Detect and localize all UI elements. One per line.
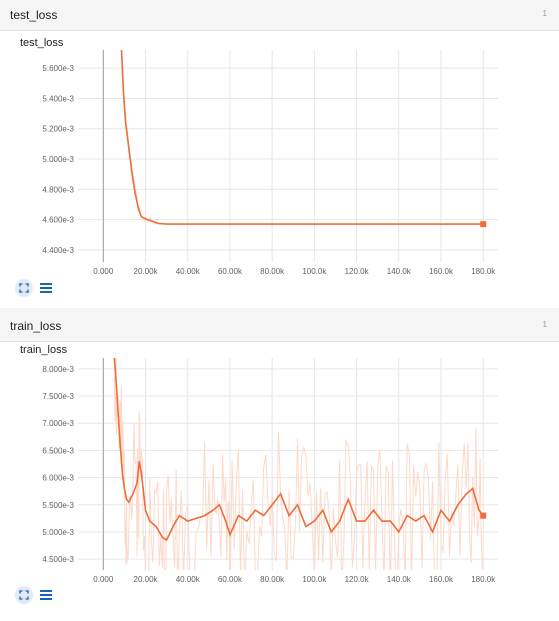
test-loss-chart: 0.000 20.00k 40.00k 60.00k 80.00k 100.0k 120.0… bbox=[42, 50, 498, 276]
fit-domain-button[interactable] bbox=[15, 586, 33, 604]
chart-title: test_loss bbox=[20, 37, 64, 49]
run-count: 1 bbox=[542, 320, 547, 329]
x-tick-label: 80.00k bbox=[260, 267, 285, 276]
y-tick-label: 5.500e-3 bbox=[42, 501, 74, 510]
y-tick-label: 7.500e-3 bbox=[42, 392, 74, 401]
last-point-marker bbox=[480, 512, 487, 519]
x-tick-label: 20.00k bbox=[134, 575, 159, 584]
last-point-marker bbox=[480, 221, 487, 228]
x-tick-label: 20.00k bbox=[134, 267, 159, 276]
fit-domain-button[interactable] bbox=[15, 279, 33, 297]
run-count: 1 bbox=[542, 9, 547, 18]
y-tick-label: 4.400e-3 bbox=[42, 246, 74, 255]
y-tick-label: 5.000e-3 bbox=[42, 155, 74, 164]
x-tick-label: 60.00k bbox=[218, 575, 243, 584]
y-tick-label: 6.500e-3 bbox=[42, 446, 74, 455]
train-loss-panel: train_loss 1 train_loss 0.000 20.00k 40.00… bbox=[0, 311, 559, 621]
panel-header[interactable]: test_loss 1 bbox=[0, 0, 559, 31]
x-tick-label: 100.0k bbox=[302, 267, 327, 276]
train-loss-chart: 0.000 20.00k 40.00k 60.00k 80.00k 100.0k 120.0… bbox=[42, 358, 498, 584]
y-tick-label: 5.000e-3 bbox=[42, 528, 74, 537]
y-tick-label: 5.200e-3 bbox=[42, 125, 74, 134]
y-tick-label: 4.500e-3 bbox=[42, 555, 74, 564]
series-line bbox=[120, 50, 484, 225]
x-tick-label: 120.0k bbox=[345, 267, 370, 276]
x-tick-label: 40.00k bbox=[176, 267, 201, 276]
y-tick-label: 8.000e-3 bbox=[42, 365, 74, 374]
x-tick-label: 40.00k bbox=[176, 575, 201, 584]
x-tick-label: 160.0k bbox=[429, 575, 454, 584]
x-tick-label: 0.000 bbox=[93, 575, 114, 584]
x-tick-label: 140.0k bbox=[387, 267, 412, 276]
x-tick-label: 100.0k bbox=[302, 575, 327, 584]
y-tick-label: 5.400e-3 bbox=[42, 94, 74, 103]
panel-header[interactable]: train_loss 1 bbox=[0, 311, 559, 342]
chart-title: train_loss bbox=[20, 344, 68, 356]
x-tick-label: 80.00k bbox=[260, 575, 285, 584]
expand-icon bbox=[19, 283, 29, 293]
list-icon[interactable] bbox=[40, 283, 52, 294]
x-tick-label: 180.0k bbox=[471, 575, 496, 584]
y-tick-label: 4.600e-3 bbox=[42, 216, 74, 225]
x-tick-label: 140.0k bbox=[387, 575, 412, 584]
x-tick-label: 120.0k bbox=[345, 575, 370, 584]
test-loss-panel: test_loss 1 test_loss 0.000 20.00k 40.00k 6… bbox=[0, 0, 559, 308]
y-tick-label: 7.000e-3 bbox=[42, 419, 74, 428]
x-tick-label: 0.000 bbox=[93, 267, 114, 276]
series-line bbox=[113, 358, 484, 542]
panel-title: train_loss bbox=[10, 319, 62, 333]
x-tick-label: 60.00k bbox=[218, 267, 243, 276]
raw-series-line bbox=[113, 358, 483, 570]
list-icon[interactable] bbox=[40, 590, 52, 601]
y-tick-label: 4.800e-3 bbox=[42, 185, 74, 194]
raw-series-line bbox=[120, 50, 463, 225]
expand-icon bbox=[19, 590, 29, 600]
x-tick-label: 180.0k bbox=[471, 267, 496, 276]
y-tick-label: 5.600e-3 bbox=[42, 64, 74, 73]
panel-title: test_loss bbox=[10, 8, 58, 22]
x-tick-label: 160.0k bbox=[429, 267, 454, 276]
y-tick-label: 6.000e-3 bbox=[42, 474, 74, 483]
